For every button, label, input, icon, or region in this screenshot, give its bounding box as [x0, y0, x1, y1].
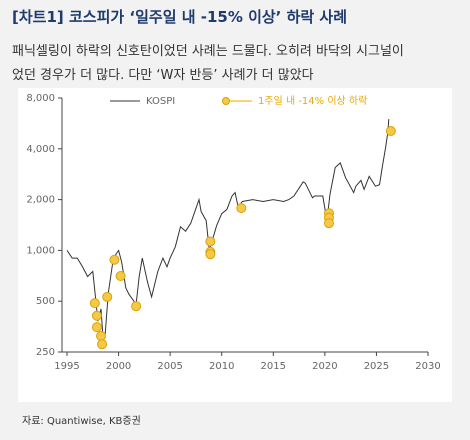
drop-point [205, 236, 216, 247]
x-tick-label: 2020 [312, 361, 337, 372]
x-tick-label: 2000 [106, 361, 131, 372]
drop-point [131, 301, 142, 312]
drop-point [236, 203, 247, 214]
x-tick-label: 1995 [54, 361, 79, 372]
drop-point [91, 322, 102, 333]
drop-point [102, 291, 113, 302]
drop-point [205, 249, 216, 260]
x-tick-label: 2030 [415, 361, 440, 372]
y-tick-label: 8,000 [26, 93, 55, 104]
x-tick-label: 2015 [261, 361, 286, 372]
y-tick-label: 500 [36, 296, 55, 307]
y-tick-label: 1,000 [26, 245, 55, 256]
y-tick-label: 250 [36, 347, 55, 358]
y-tick-label: 4,000 [26, 144, 55, 155]
drop-point [96, 330, 107, 341]
legend-label: KOSPI [146, 96, 175, 107]
subtitle: 었던 경우가 더 많다. 다만 ‘W자 반등’ 사례가 더 많았다 [12, 68, 314, 83]
x-tick-label: 2025 [364, 361, 389, 372]
x-tick-label: 2010 [209, 361, 234, 372]
title: [차트1] 코스피가 ‘일주일 내 -15% 이상’ 하락 사례 [12, 8, 348, 26]
legend-marker [222, 97, 230, 105]
drop-point [323, 218, 334, 229]
chart-panel [18, 88, 452, 402]
legend-label: 1주일 내 -14% 이상 하락 [258, 94, 367, 107]
source: 자료: Quantiwise, KB증권 [22, 416, 141, 427]
subtitle: 패닉셀링이 하락의 신호탄이었던 사례는 드물다. 오히려 바닥의 시그널이 [12, 44, 404, 59]
drop-point [109, 254, 120, 265]
drop-point [89, 298, 100, 309]
drop-point [385, 125, 396, 136]
x-tick-label: 2005 [157, 361, 182, 372]
y-tick-label: 2,000 [26, 195, 55, 206]
drop-point [91, 310, 102, 321]
drop-point [97, 339, 108, 350]
drop-point [115, 271, 126, 282]
